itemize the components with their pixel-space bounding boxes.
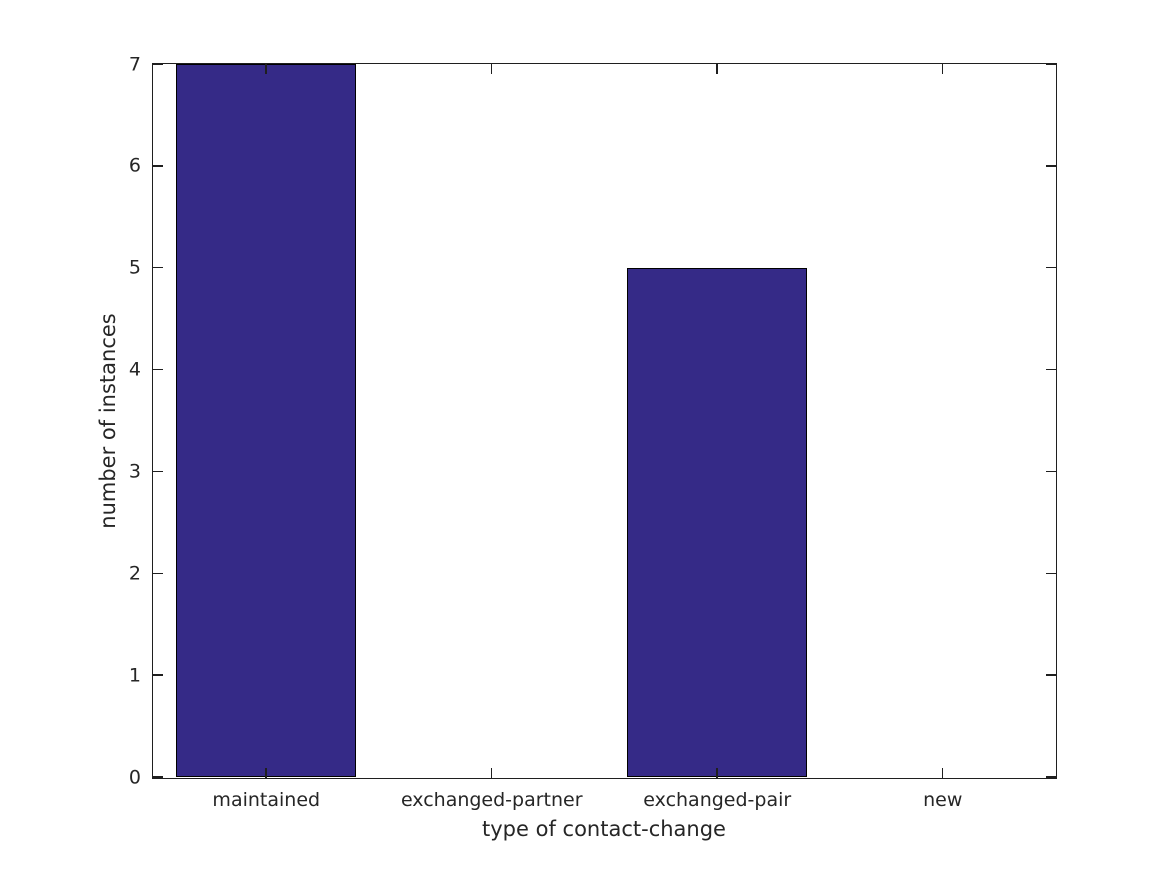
y-tick-label: 0: [128, 766, 141, 788]
y-tick-mark: [153, 776, 163, 778]
x-tick-mark: [716, 768, 718, 778]
y-tick-label: 2: [128, 562, 141, 585]
y-tick-mark: [153, 674, 163, 676]
y-tick-mark: [153, 165, 163, 167]
y-tick-label: 4: [128, 358, 141, 381]
x-tick-label: exchanged-partner: [400, 789, 583, 811]
bar-maintained: [175, 64, 356, 777]
x-tick-label: exchanged-pair: [643, 789, 792, 811]
y-tick-mark: [153, 63, 163, 65]
y-tick-label: 6: [128, 154, 141, 177]
y-tick-mark: [153, 266, 163, 269]
y-tick-mark: [153, 368, 163, 371]
x-tick-label: new: [923, 789, 963, 811]
x-axis-label: type of contact-change: [482, 817, 726, 841]
y-tick-mark: [1046, 572, 1056, 575]
x-tick-mark: [490, 768, 492, 778]
y-tick-mark: [1046, 266, 1056, 269]
y-tick-mark: [153, 572, 163, 575]
y-tick-mark: [153, 470, 163, 473]
y-tick-mark: [1046, 776, 1056, 778]
bar-exchanged-pair: [626, 267, 807, 777]
x-tick-mark: [490, 64, 492, 74]
y-tick-label: 3: [128, 460, 141, 483]
x-tick-mark: [941, 64, 943, 74]
y-tick-mark: [1046, 470, 1056, 473]
x-tick-label: maintained: [212, 789, 321, 811]
y-tick-mark: [1046, 165, 1056, 167]
x-tick-mark: [941, 768, 943, 778]
x-tick-mark: [265, 64, 267, 74]
y-tick-mark: [1046, 674, 1056, 676]
y-tick-mark: [1046, 63, 1056, 65]
x-tick-mark: [716, 64, 718, 74]
y-tick-label: 1: [128, 664, 141, 687]
y-axis-label: number of instances: [96, 313, 120, 529]
y-tick-label: 7: [128, 53, 141, 75]
plot-area: [152, 63, 1057, 779]
x-tick-mark: [265, 768, 267, 778]
y-tick-label: 5: [128, 256, 141, 279]
y-tick-mark: [1046, 368, 1056, 371]
